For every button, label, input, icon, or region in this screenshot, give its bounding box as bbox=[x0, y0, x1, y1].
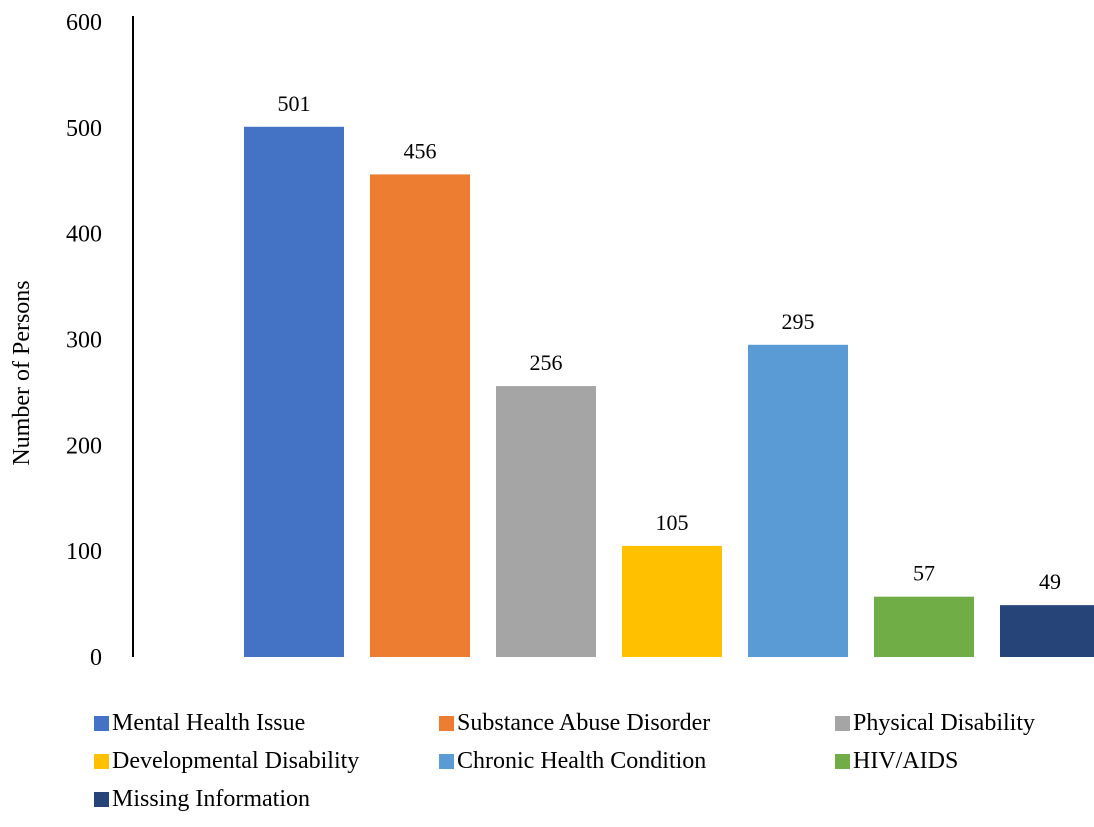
legend-item-chronic-health-condition: Chronic Health Condition bbox=[439, 749, 835, 773]
data-labels: 501 456 256 105 295 57 49 bbox=[278, 91, 1062, 594]
legend: Mental Health Issue Substance Abuse Diso… bbox=[94, 704, 1094, 818]
y-axis-ticks: 0 100 200 300 400 500 600 bbox=[66, 10, 102, 671]
legend-item-physical-disability: Physical Disability bbox=[835, 711, 1035, 735]
bar bbox=[748, 344, 848, 657]
y-tick-label: 100 bbox=[66, 539, 102, 565]
legend-swatch bbox=[439, 753, 454, 769]
bar-value-label: 105 bbox=[656, 510, 689, 535]
legend-label: Substance Abuse Disorder bbox=[457, 710, 711, 736]
bars bbox=[244, 126, 1094, 657]
legend-item-mental-health-issue: Mental Health Issue bbox=[94, 711, 439, 735]
bar-value-label: 57 bbox=[913, 561, 935, 586]
legend-item-hiv-aids: HIV/AIDS bbox=[835, 749, 958, 773]
legend-swatch bbox=[94, 791, 109, 807]
bar bbox=[496, 386, 596, 657]
legend-label: Chronic Health Condition bbox=[457, 748, 707, 774]
bar-value-label: 501 bbox=[278, 91, 311, 116]
legend-item-substance-abuse-disorder: Substance Abuse Disorder bbox=[439, 711, 835, 735]
y-tick-label: 300 bbox=[66, 328, 102, 354]
legend-swatch bbox=[835, 715, 850, 731]
y-tick-label: 500 bbox=[66, 116, 102, 142]
bar-value-label: 49 bbox=[1039, 569, 1061, 594]
legend-swatch bbox=[94, 753, 109, 769]
bar bbox=[874, 596, 974, 657]
legend-row: Missing Information bbox=[94, 780, 1094, 818]
legend-row: Developmental Disability Chronic Health … bbox=[94, 742, 1094, 780]
legend-label: Developmental Disability bbox=[112, 748, 360, 774]
y-axis-label: Number of Persons bbox=[9, 280, 35, 465]
legend-label: Missing Information bbox=[112, 786, 310, 812]
legend-item-missing-information: Missing Information bbox=[94, 787, 439, 811]
bar-value-label: 256 bbox=[530, 350, 563, 375]
y-tick-label: 0 bbox=[90, 645, 102, 671]
y-tick-label: 400 bbox=[66, 222, 102, 248]
legend-label: Mental Health Issue bbox=[112, 710, 306, 736]
bar-chart-plot: Number of Persons 0 100 200 300 400 500 600 50… bbox=[9, 10, 1094, 671]
legend-swatch bbox=[835, 753, 850, 769]
bar-value-label: 295 bbox=[782, 309, 815, 334]
bar bbox=[244, 126, 344, 657]
legend-swatch bbox=[439, 715, 454, 731]
legend-swatch bbox=[94, 715, 109, 731]
bar-value-label: 456 bbox=[404, 138, 437, 163]
legend-item-developmental-disability: Developmental Disability bbox=[94, 749, 439, 773]
legend-label: HIV/AIDS bbox=[853, 748, 959, 774]
bar bbox=[1000, 605, 1094, 657]
y-tick-label: 200 bbox=[66, 433, 102, 459]
y-tick-label: 600 bbox=[66, 10, 102, 36]
legend-label: Physical Disability bbox=[853, 710, 1035, 736]
legend-row: Mental Health Issue Substance Abuse Diso… bbox=[94, 704, 1094, 742]
bar bbox=[370, 174, 470, 657]
bar bbox=[622, 545, 722, 657]
